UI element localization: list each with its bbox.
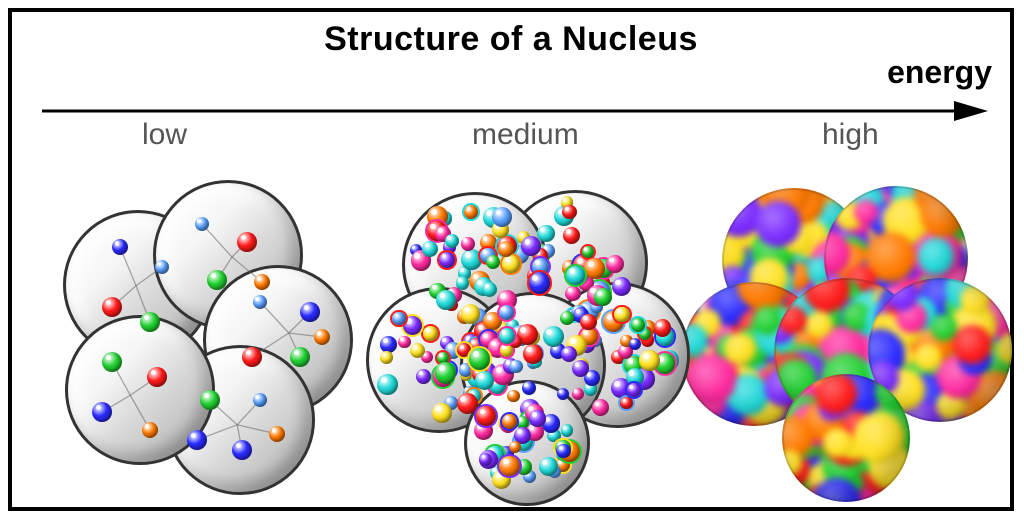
quark-dot-icon [561,424,574,437]
quark-dot-icon [147,367,167,387]
quark-dot-icon [565,286,581,302]
quark-dot-icon [556,444,570,458]
quark-dot-icon [562,205,576,219]
quark-dot-icon [594,288,612,306]
quark-dot-icon [380,336,397,353]
quark-dot-icon [584,258,605,279]
quark-dot-icon [112,239,128,255]
quark-dot-icon [237,232,257,252]
quark-dot-icon [142,422,158,438]
quark-dot-icon [102,297,122,317]
quark-dot-icon [314,329,330,345]
quark-dot-icon [253,393,267,407]
quark-dot-icon [464,205,478,219]
quark-dot-icon [469,348,490,369]
nucleus-cluster-medium [364,182,684,502]
quark-dot-icon [232,440,252,460]
quark-dot-icon [476,406,496,426]
quark-dot-icon [461,237,475,251]
quark-dot-icon [580,314,597,331]
figure-frame: Structure of a Nucleus energy low medium… [8,8,1014,511]
nucleus-cluster-high [684,182,1004,502]
quark-dot-icon [461,304,480,323]
quark-dot-icon [509,360,522,373]
quark-dot-icon [416,369,431,384]
quark-dot-icon [523,344,543,364]
quark-dot-icon [253,295,267,309]
quark-dot-icon [300,302,320,322]
energy-axis-label: energy [887,54,992,91]
quark-dot-icon [195,217,209,231]
quark-dot-icon [614,307,629,322]
quark-dot-icon [582,246,595,259]
figure-title: Structure of a Nucleus [12,20,1010,59]
quark-dot-icon [537,225,555,243]
quark-dot-icon [269,426,285,442]
quark-dot-icon [566,266,585,285]
quark-dot-icon [187,430,207,450]
quark-dot-icon [155,260,169,274]
tick-label-medium: medium [472,118,579,152]
quark-dot-icon [461,249,482,270]
quark-dot-icon [377,374,398,395]
quark-dot-icon [242,347,262,367]
quark-dot-icon [140,312,160,332]
quark-dot-icon [200,390,220,410]
quark-dot-icon [502,255,520,273]
tick-label-low: low [142,118,187,152]
quark-dot-icon [499,328,515,344]
quark-dot-icon [423,326,438,341]
quark-dot-icon [563,227,580,244]
nucleus-cluster-low [42,182,362,502]
quark-dot-icon [606,255,624,273]
quark-dot-icon [572,360,589,377]
tick-label-high: high [822,118,879,152]
quark-dot-icon [207,270,227,290]
quark-dot-icon [403,316,422,335]
quark-dot-icon [592,399,609,416]
quark-dot-icon [631,318,645,332]
quark-dot-icon [398,336,410,348]
quark-dot-icon [102,352,122,372]
quark-dot-icon [499,456,519,476]
quark-dot-icon [439,252,455,268]
quark-dot-icon [92,402,112,422]
nucleon-circle-icon [782,374,910,502]
quark-dot-icon [290,347,310,367]
quark-dot-icon [529,410,545,426]
quark-dot-icon [392,312,405,325]
quark-dot-icon [639,350,660,371]
quark-dot-icon [254,274,270,290]
quark-dot-icon [432,403,452,423]
quark-dot-icon [522,381,536,395]
quark-dot-icon [445,234,459,248]
quark-dot-icon [529,272,550,293]
quark-dot-icon [521,236,541,256]
quark-dot-icon [380,351,392,363]
quark-dot-icon [627,383,641,397]
quark-dot-icon [457,393,478,414]
quark-dot-icon [499,305,514,320]
quark-dot-icon [435,362,456,383]
